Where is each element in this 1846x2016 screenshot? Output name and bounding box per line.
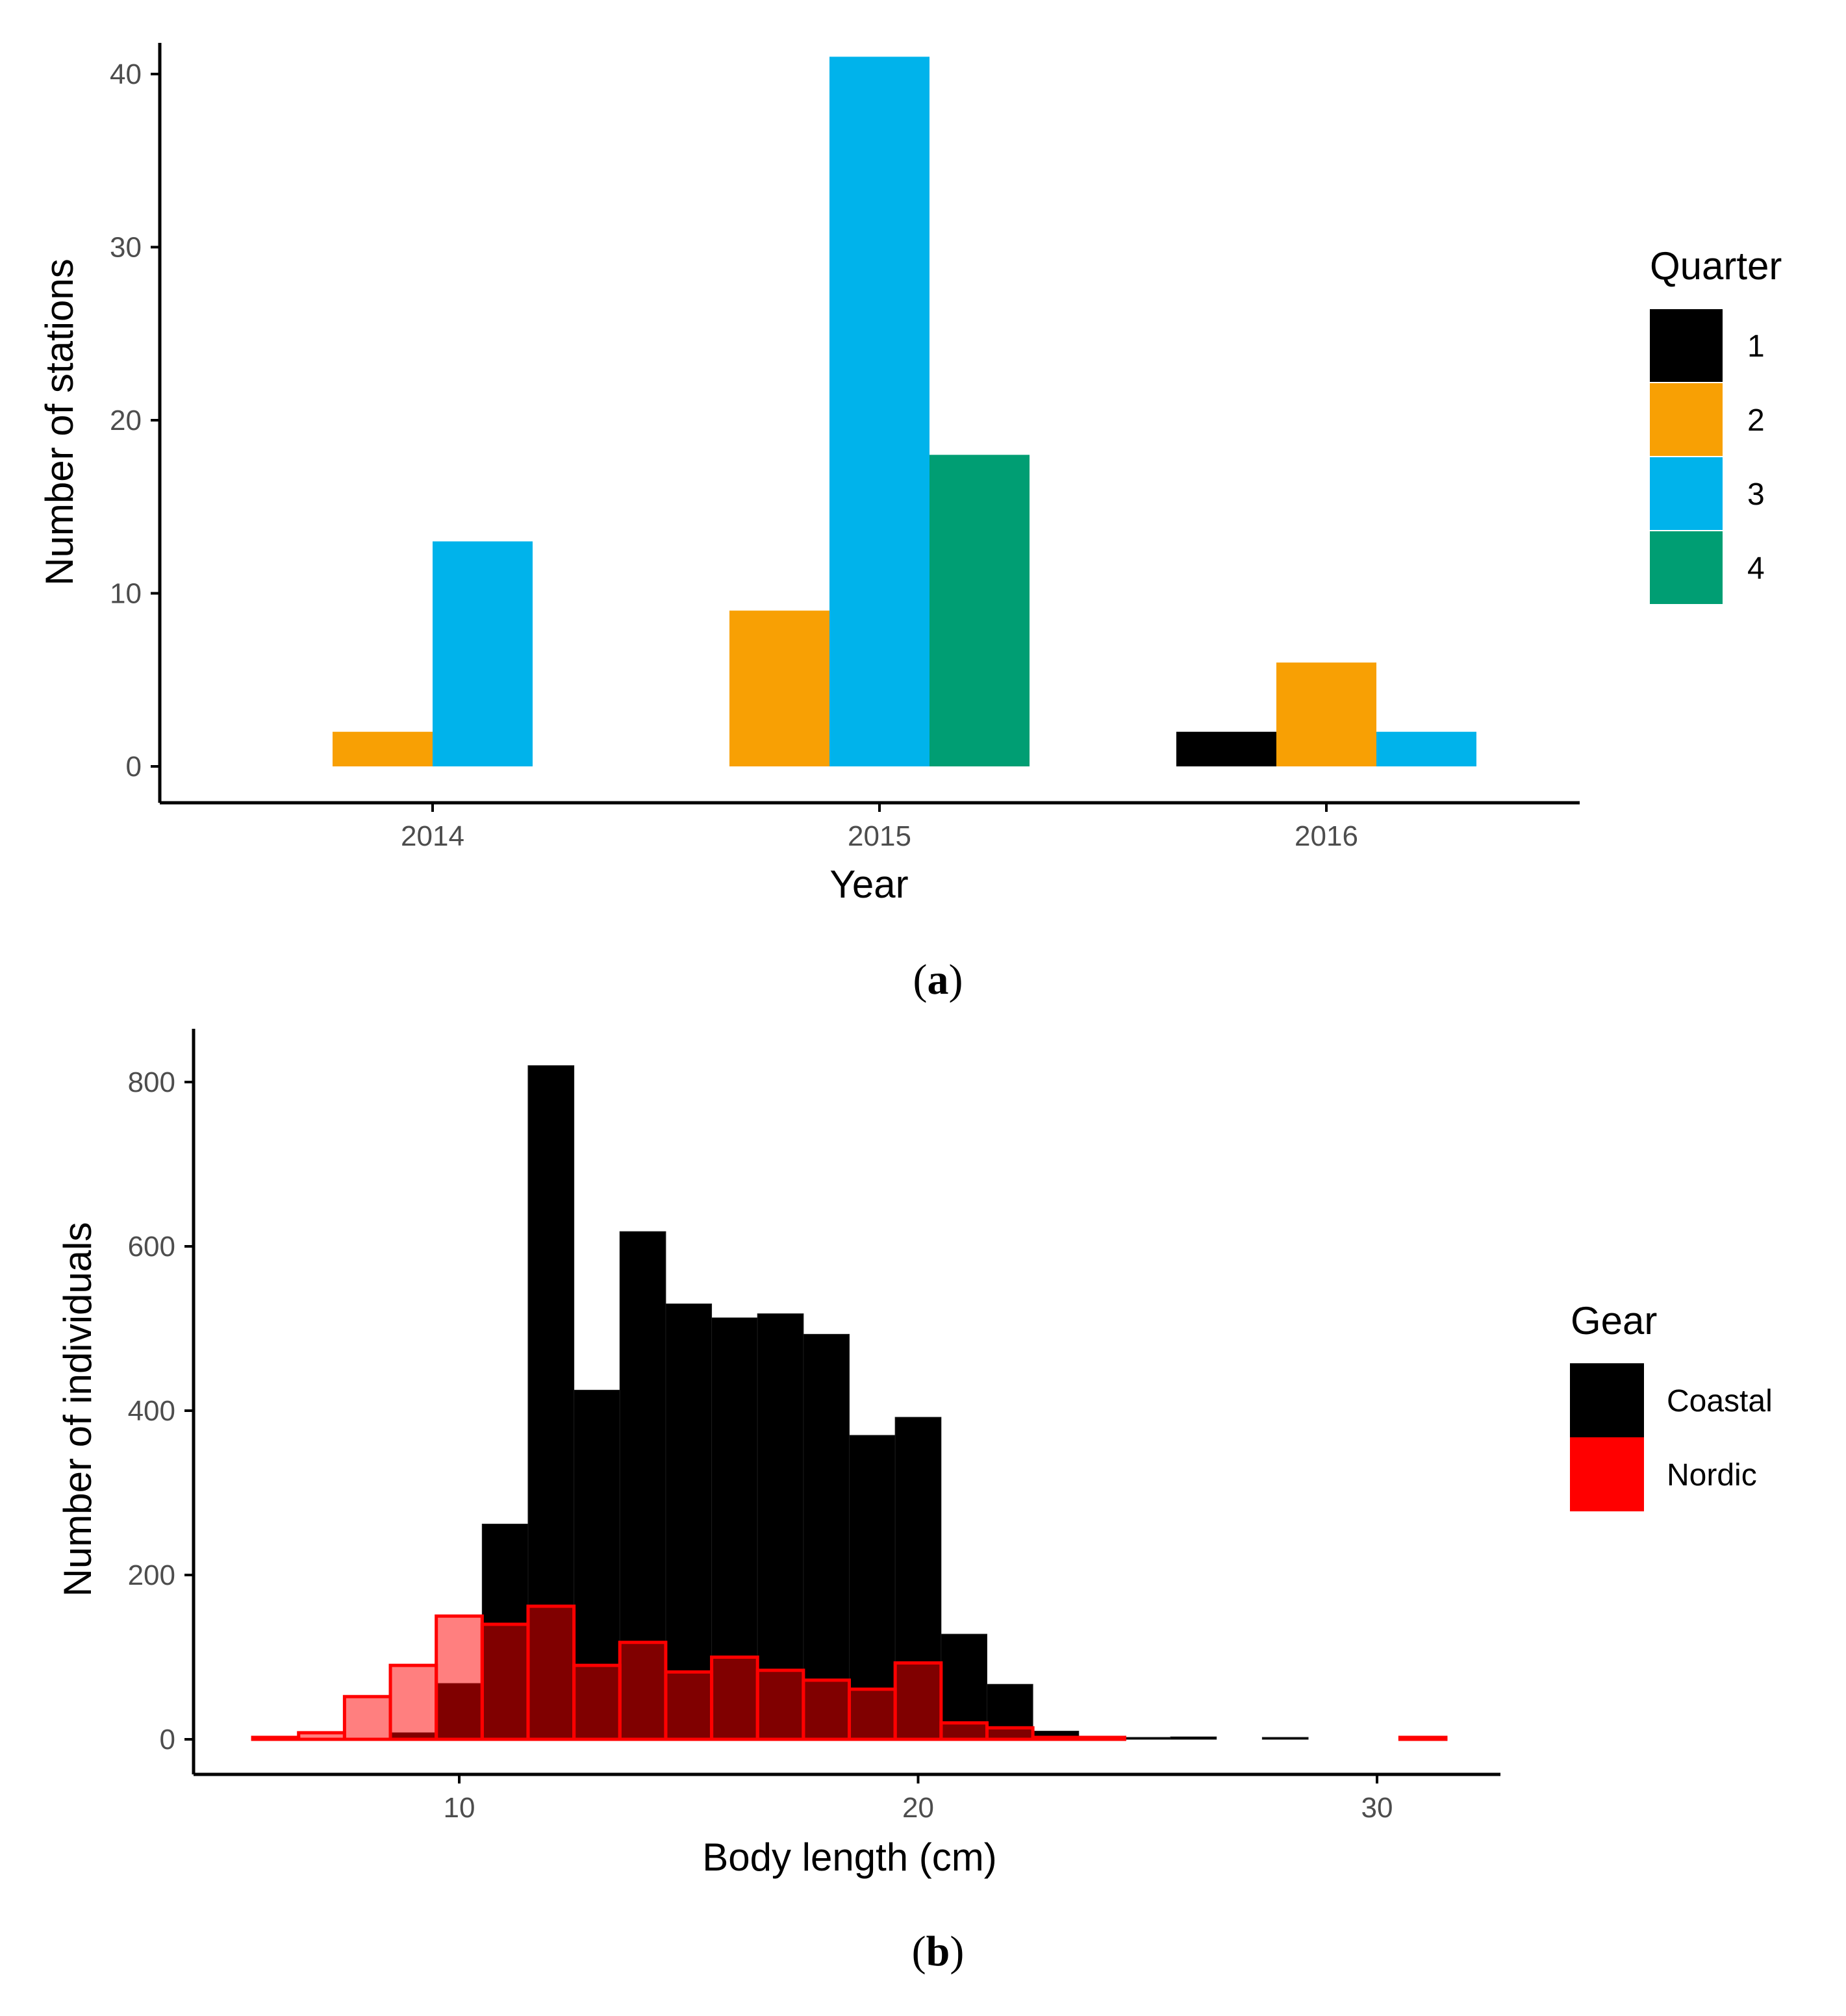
b-y-tick-label: 0 (160, 1724, 175, 1756)
a-legend-label-2: 2 (1747, 403, 1765, 438)
nordic-bin-17cm (755, 1669, 805, 1741)
a-x-ticks: 2014 2015 2016 (401, 803, 1358, 852)
b-y-axis-title: Number of individuals (56, 1222, 99, 1597)
a-legend-swatch-4 (1650, 531, 1723, 604)
nordic-bin-9cm (388, 1663, 438, 1741)
b-y-tick-label: 600 (128, 1231, 175, 1263)
nordic-bin-10cm (435, 1614, 484, 1741)
a-y-tick-label: 0 (126, 751, 142, 783)
a-legend-swatch-3 (1650, 457, 1723, 530)
b-legend-label-nordic: Nordic (1667, 1458, 1757, 1493)
coastal-bin-28cm (1261, 1737, 1309, 1740)
a-x-tick-label: 2016 (1295, 820, 1358, 852)
a-x-tick-label: 2015 (848, 820, 911, 852)
a-y-tick-label: 30 (110, 232, 142, 264)
b-legend-title: Gear (1571, 1299, 1657, 1342)
bar-2016-quarter-2 (1276, 662, 1376, 766)
b-x-tick-label: 10 (444, 1792, 475, 1824)
b-bars-nordic (251, 1604, 1448, 1741)
b-y-tick-label: 400 (128, 1395, 175, 1427)
nordic-bin-16cm (710, 1656, 759, 1741)
nordic-bin-18cm (802, 1678, 852, 1741)
a-legend-label-4: 4 (1747, 551, 1765, 586)
b-legend-swatch-nordic (1570, 1437, 1644, 1511)
coastal-bin-15cm (665, 1304, 713, 1740)
b-x-axis-title: Body length (cm) (702, 1835, 997, 1879)
a-legend-label-3: 3 (1747, 477, 1765, 512)
nordic-bin-14cm (618, 1641, 668, 1741)
bar-2016-quarter-1 (1176, 731, 1276, 766)
a-legend: Quarter 1 2 3 4 (1650, 244, 1782, 604)
a-y-tick-label: 40 (110, 58, 142, 90)
a-y-axis-title: Number of stations (38, 258, 81, 586)
b-x-ticks: 10 20 30 (444, 1774, 1393, 1824)
panel-b-label: (b) (912, 1928, 965, 1975)
panel-a-label: (a) (913, 956, 963, 1003)
nordic-bin-6cm (251, 1735, 301, 1741)
bar-2015-quarter-4 (929, 455, 1030, 766)
bar-2016-quarter-3 (1376, 731, 1476, 766)
a-x-tick-label: 2014 (401, 820, 464, 852)
b-y-ticks: 0 200 400 600 800 (128, 1066, 194, 1756)
a-y-tick-label: 10 (110, 578, 142, 610)
nordic-bin-31cm (1398, 1735, 1448, 1741)
nordic-bin-23cm (1031, 1735, 1081, 1741)
bar-2015-quarter-3 (829, 57, 929, 767)
a-y-tick-label: 20 (110, 405, 142, 436)
panel-a-bar-chart: 0 10 20 30 40 2014 2015 2016 Year Number of st… (38, 43, 1782, 1003)
nordic-bin-21cm (939, 1721, 989, 1741)
coastal-bin-26cm (1170, 1736, 1217, 1740)
a-bars (333, 57, 1476, 767)
nordic-bin-19cm (848, 1687, 897, 1741)
a-legend-title: Quarter (1650, 244, 1782, 288)
nordic-bin-7cm (297, 1731, 346, 1741)
b-y-tick-label: 800 (128, 1066, 175, 1098)
b-legend-swatch-coastal (1570, 1363, 1644, 1437)
bar-2014-quarter-2 (333, 731, 433, 766)
nordic-bin-13cm (572, 1663, 622, 1741)
nordic-bin-22cm (985, 1726, 1035, 1741)
b-x-tick-label: 30 (1361, 1792, 1393, 1824)
nordic-bin-11cm (480, 1622, 530, 1741)
panel-b-histogram: 0 200 400 600 800 10 20 30 Body length (cm) Nu… (56, 1029, 1773, 1975)
coastal-bin-17cm (757, 1313, 804, 1740)
b-y-tick-label: 200 (128, 1559, 175, 1591)
a-legend-swatch-1 (1650, 309, 1723, 382)
b-x-tick-label: 20 (902, 1792, 934, 1824)
nordic-bin-20cm (893, 1661, 943, 1741)
nordic-bin-8cm (342, 1695, 392, 1741)
coastal-bin-25cm (1124, 1737, 1171, 1740)
bar-2014-quarter-3 (433, 541, 533, 766)
b-legend: Gear Coastal Nordic (1570, 1299, 1773, 1511)
nordic-bin-12cm (526, 1604, 576, 1741)
nordic-bin-24cm (1077, 1735, 1126, 1741)
a-legend-swatch-2 (1650, 383, 1723, 456)
nordic-bin-15cm (664, 1670, 714, 1741)
a-legend-label-1: 1 (1747, 329, 1765, 364)
bar-2015-quarter-2 (729, 611, 829, 766)
a-x-axis-title: Year (829, 863, 908, 906)
a-y-ticks: 0 10 20 30 40 (110, 58, 160, 783)
b-legend-label-coastal: Coastal (1667, 1384, 1773, 1418)
